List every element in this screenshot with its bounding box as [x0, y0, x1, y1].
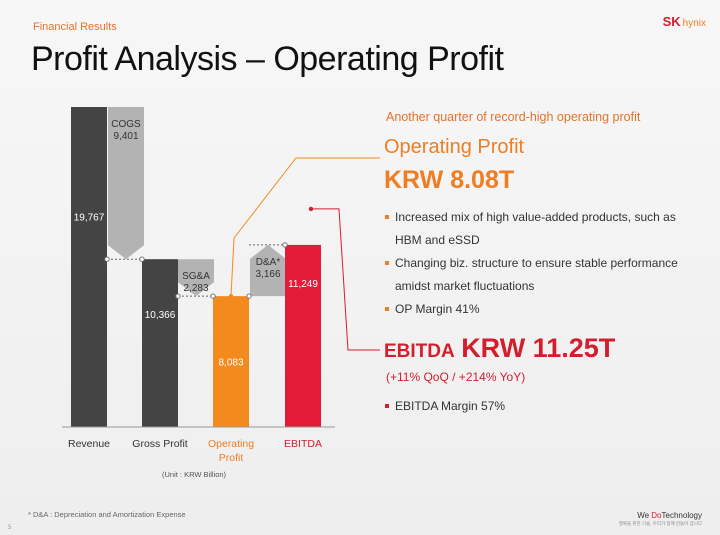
ebitda-callout-dot [308, 206, 314, 212]
x-tick-label-line: Gross Profit [132, 438, 188, 450]
bar-value-label: 8,083 [218, 357, 243, 368]
x-tick-label-line: EBITDA [284, 438, 322, 450]
bar-value-label-line: 3,166 [255, 269, 280, 280]
connector-dot [104, 256, 110, 262]
connector-dot [210, 293, 216, 299]
ebitda-growth: (+11% QoQ / +214% YoY) [386, 370, 526, 384]
bar-value-label-line: 19,767 [74, 213, 105, 224]
bar-value-label: COGS 9,401 [111, 119, 141, 142]
connector-dot [282, 242, 288, 248]
logo-hynix-text: hynix [682, 18, 706, 29]
panel-subhead: Another quarter of record-high operating… [386, 110, 641, 124]
x-tick-label-line: Revenue [68, 438, 110, 450]
bar-value-label: 11,249 [288, 279, 318, 290]
bar-value-label-line: SG&A [182, 271, 210, 282]
bar-cogs [108, 107, 144, 260]
bar-value-label: 19,767 [74, 213, 105, 224]
ebitda-bullets: EBITDA Margin 57% [384, 396, 505, 416]
bar-gross-profit [142, 259, 178, 427]
page-title: Profit Analysis – Operating Profit [31, 40, 504, 78]
operating-profit-callout-dot [228, 293, 234, 299]
x-tick-label: EBITDA [284, 438, 322, 450]
connector-dot [139, 256, 145, 262]
x-tick-label-line: Operating [208, 438, 254, 450]
ebitda-label: EBITDA [384, 341, 455, 362]
bullet-item: EBITDA Margin 57% [384, 396, 505, 416]
bar-revenue [71, 107, 107, 427]
bar-value-label: 10,366 [145, 310, 176, 321]
bar-operating-profit [213, 296, 249, 427]
tagline-do: Do [651, 511, 662, 520]
tagline: We DoTechnology 행복을 위한 기술, 우리가 함께 만들어 갑니… [619, 511, 702, 527]
section-title: Financial Results [33, 21, 117, 33]
bullet-item: OP Margin 41% [384, 298, 704, 321]
bar-value-label-line: 11,249 [288, 279, 318, 290]
operating-profit-callout-line [230, 157, 380, 297]
sk-hynix-logo: SK hynix [663, 14, 706, 29]
ebitda-callout-line [311, 208, 380, 351]
bar-value-label-line: 10,366 [145, 310, 176, 321]
bar-value-label-line: COGS [111, 119, 141, 130]
ebitda-value: KRW 11.25T [461, 333, 616, 363]
x-tick-label-line: Profit [219, 452, 244, 464]
connector-dot [175, 293, 181, 299]
bar-value-label-line: 2,283 [183, 283, 208, 294]
operating-profit-bullets: Increased mix of high value-added produc… [384, 206, 704, 321]
bar-d-a [250, 244, 286, 297]
logo-sk-text: SK [662, 14, 681, 29]
bar-ebitda [285, 244, 321, 427]
bar-value-label-line: D&A* [256, 257, 281, 268]
bar-value-label: SG&A 2,283 [182, 271, 210, 294]
bullet-item: Increased mix of high value-added produc… [384, 206, 704, 252]
page-number: 5 [8, 525, 12, 531]
connector-dot [246, 293, 252, 299]
x-tick-label: Revenue [68, 438, 110, 450]
x-tick-label: Gross Profit [132, 438, 188, 450]
bar-value-label-line: 8,083 [218, 357, 243, 368]
operating-profit-label: Operating Profit [384, 136, 525, 158]
bullet-item: Changing biz. structure to ensure stable… [384, 252, 704, 298]
operating-profit-value: KRW 8.08T [384, 166, 515, 194]
chart-unit-label: (Unit : KRW Billion) [162, 470, 227, 479]
tagline-sub: 행복을 위한 기술, 우리가 함께 만들어 갑니다 [618, 521, 702, 526]
tagline-post: Technology [661, 511, 702, 520]
x-tick-label: Operating Profit [208, 438, 254, 464]
ebitda-headline: EBITDA KRW 11.25T [384, 333, 615, 364]
bar-value-label-line: 9,401 [113, 131, 138, 142]
footnote: * D&A : Depreciation and Amortization Ex… [28, 510, 186, 519]
bar-sg-a [178, 259, 214, 297]
tagline-pre: We [637, 511, 652, 520]
bar-value-label: D&A* 3,166 [255, 257, 280, 280]
